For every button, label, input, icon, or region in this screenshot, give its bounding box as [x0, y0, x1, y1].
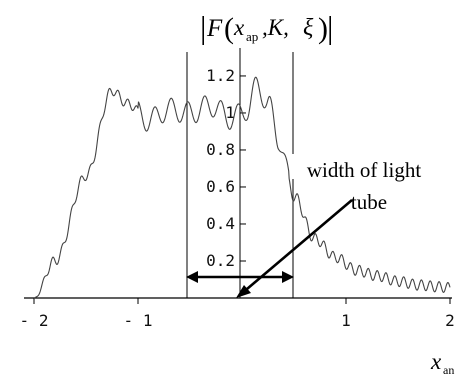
width-double-arrow: [186, 271, 294, 283]
title-rparen: ): [318, 12, 328, 45]
annotation-label-line2: tube: [351, 190, 387, 214]
title-rest: ,K,: [262, 15, 289, 40]
title-x: x: [233, 15, 245, 40]
annotation-label-line1: width of light: [307, 158, 421, 182]
x-axis-label: x: [430, 349, 442, 374]
ticks: [33, 75, 451, 304]
title-bar-right: |: [327, 9, 333, 45]
annotation-pointer-arrow: [236, 199, 353, 298]
y-tick-label-1: 0.4: [206, 214, 235, 233]
title-lparen: (: [224, 12, 234, 45]
x-axis-label-sub: an: [443, 363, 454, 377]
title-bar-left: |: [200, 9, 206, 45]
x-tick-label-3: 2: [445, 311, 455, 330]
title-f: F: [206, 15, 223, 42]
y-tick-label-3: 0.8: [206, 140, 235, 159]
annotation-bg: [292, 154, 436, 179]
chart-title: | F ( x ap ,K, ξ ) |: [200, 9, 333, 45]
x-tick-label-1: - 1: [124, 311, 153, 330]
title-x-sub: ap: [246, 29, 258, 44]
series-curve: [33, 76, 451, 299]
y-tick-label-0: 0.2: [206, 251, 235, 270]
y-tick-label-4: 1: [225, 103, 235, 122]
x-tick-label-2: 1: [341, 311, 351, 330]
x-tick-label-0: - 2: [20, 311, 49, 330]
tick-labels: - 2 - 1 1 2 0.2 0.4 0.6 0.8 1 1.2: [20, 66, 455, 330]
y-tick-label-5: 1.2: [206, 66, 235, 85]
y-tick-label-2: 0.6: [206, 177, 235, 196]
title-xi: ξ: [303, 15, 314, 41]
